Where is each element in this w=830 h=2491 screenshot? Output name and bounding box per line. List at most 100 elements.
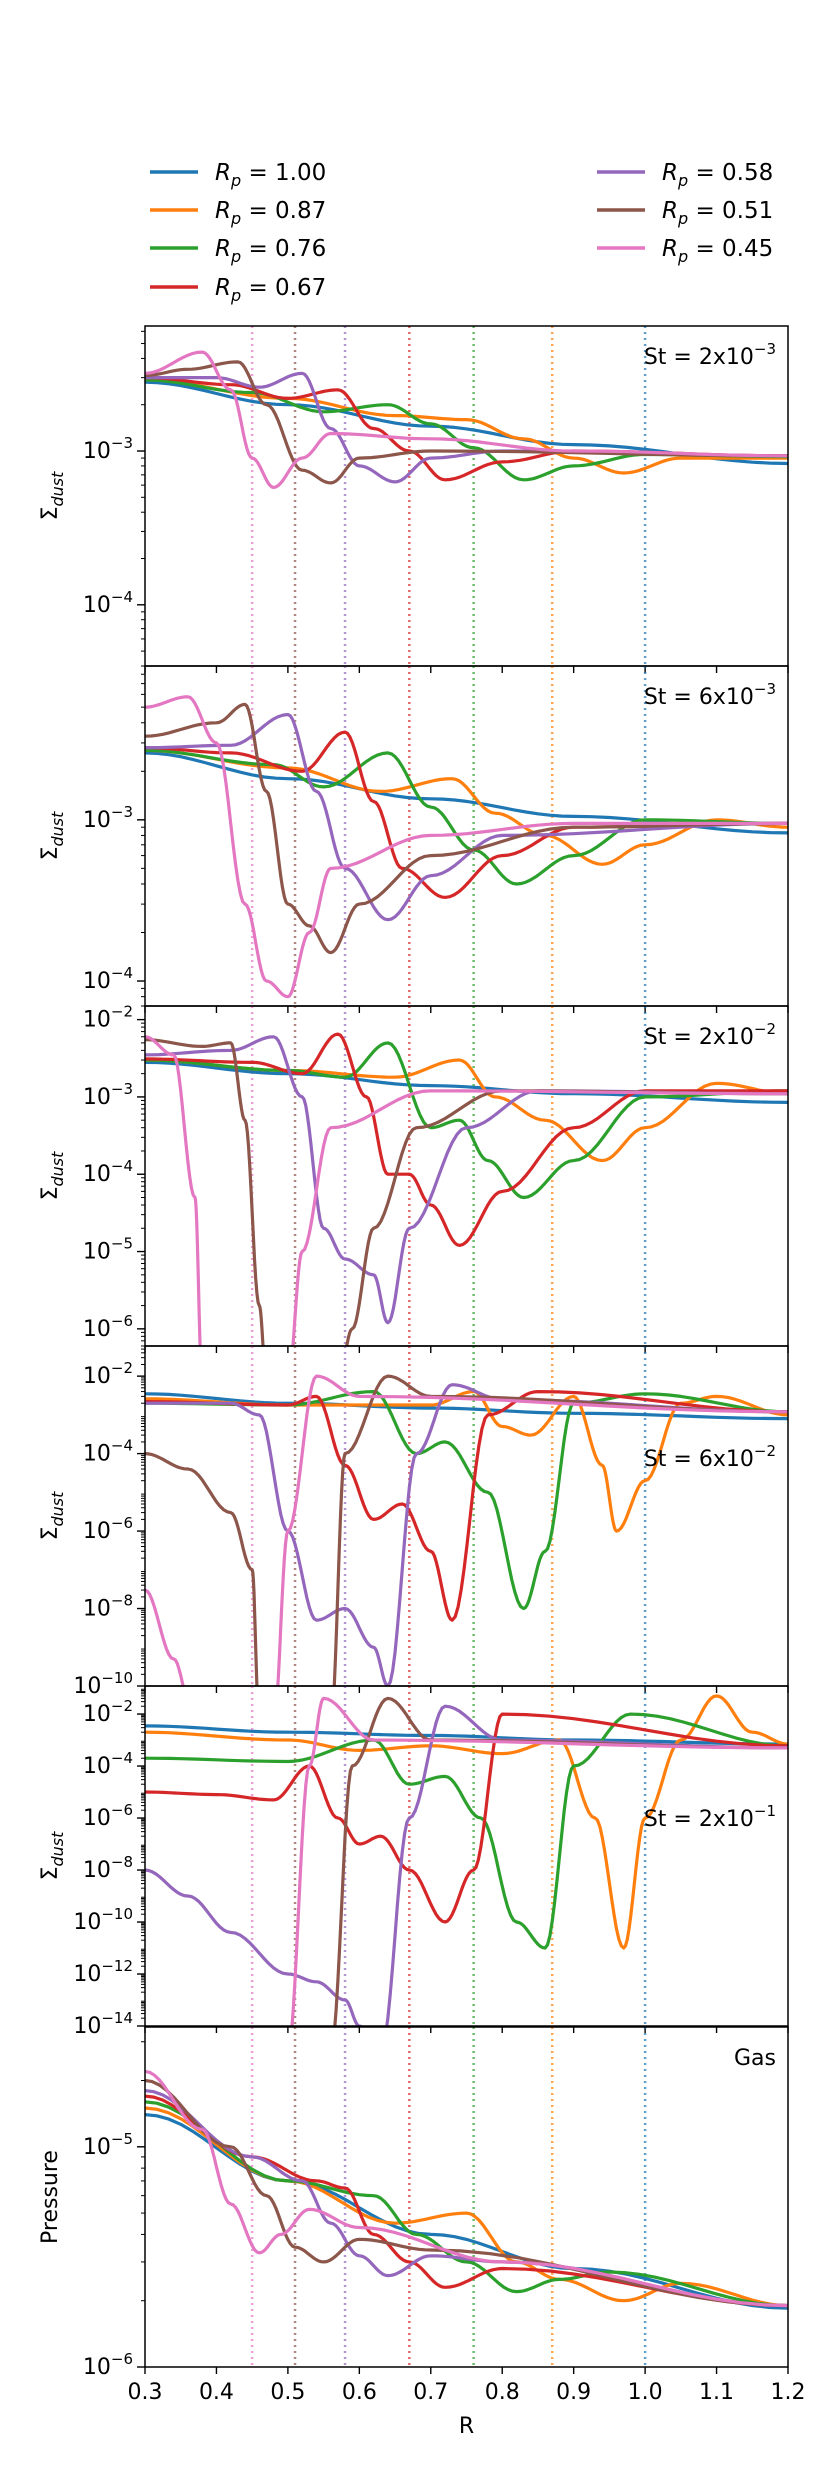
- panel-annotation: St = 2x10−3: [644, 340, 776, 370]
- y-tick-label: 10−2: [83, 1697, 133, 1727]
- series-line: [145, 2089, 788, 2308]
- panel-annotation: St = 2x10−2: [644, 1020, 776, 1050]
- panel: 10−6 10−5 10−4 10−3 10−2 Σdust St = 2x10−2: [38, 1003, 789, 1353]
- y-tick-label: 10−2: [83, 1359, 133, 1389]
- series-line: [290, 1696, 788, 2026]
- panel-annotation: Gas: [734, 2046, 776, 2071]
- y-tick-label: 10−3: [83, 803, 133, 833]
- series-line: [145, 1712, 788, 1924]
- series-line: [145, 748, 788, 866]
- legend-item: Rp = 1.00: [150, 160, 326, 190]
- series-line: [145, 2100, 788, 2308]
- y-axis-label: Σdust: [38, 1491, 67, 1541]
- y-axis-label: Σdust: [38, 1151, 67, 1201]
- y-tick-label: 10−5: [83, 1235, 133, 1265]
- series-line: [145, 1390, 788, 1622]
- legend-item: Rp = 0.76: [150, 236, 326, 266]
- panel-frame: [144, 2026, 789, 2368]
- series-line: [145, 350, 788, 489]
- y-axis-label: Σdust: [38, 811, 67, 861]
- series-line: [145, 2078, 788, 2308]
- panel-frame: [144, 1685, 789, 2027]
- panel-annotation: St = 6x10−2: [644, 1442, 776, 1472]
- y-tick-label: 10−6: [83, 2350, 133, 2380]
- panel-frame: [144, 665, 789, 1007]
- series-line: [145, 1038, 788, 1346]
- series-line: [145, 730, 788, 899]
- series-line: [145, 380, 788, 466]
- series-line: [145, 1712, 788, 1950]
- x-tick-label: 0.4: [199, 2380, 234, 2405]
- legend-label: Rp = 0.51: [662, 198, 773, 228]
- y-tick-label: 10−6: [83, 1801, 133, 1831]
- legend-label: Rp = 0.67: [215, 275, 326, 305]
- y-tick-label: 10−6: [83, 1514, 133, 1544]
- chart-panels: 10−4 10−3 Σdust St = 2x10−3 10−4 10−3 Σdust St …: [38, 325, 789, 2380]
- y-tick-label: 10−4: [83, 1437, 133, 1467]
- panel-frame: [144, 1005, 789, 1347]
- series-line: [145, 360, 788, 485]
- y-axis-label: Pressure: [38, 2150, 63, 2244]
- legend-label: Rp = 1.00: [215, 160, 326, 190]
- x-tick-label: 0.9: [556, 2380, 591, 2405]
- x-tick-label: 0.3: [128, 2380, 163, 2405]
- x-tick-label: 0.5: [270, 2380, 305, 2405]
- panel: 10−4 10−3 Σdust St = 6x10−3: [38, 665, 789, 1013]
- series-line: [145, 748, 788, 886]
- y-tick-label: 10−10: [73, 1905, 133, 1935]
- series-line: [145, 1390, 788, 1611]
- panel: 10−6 10−5 Pressure Gas: [38, 2026, 789, 2380]
- y-tick-label: 10−8: [83, 1592, 133, 1622]
- x-tick-label: 0.8: [485, 2380, 520, 2405]
- series-line: [145, 1035, 788, 1346]
- series-line: [145, 1035, 788, 1325]
- y-tick-label: 10−4: [83, 1749, 133, 1779]
- y-tick-label: 10−4: [83, 588, 133, 618]
- series-line: [145, 376, 788, 482]
- y-axis-label: Σdust: [38, 1831, 67, 1881]
- series-line: [145, 1374, 788, 1686]
- series-line: [145, 378, 788, 475]
- x-axis-label: R: [459, 2414, 474, 2439]
- panel: 10−14 10−12 10−10 10−8 10−6 10−4 10−2 Σdust St =…: [38, 1685, 789, 2039]
- y-tick-label: 10−3: [83, 434, 133, 464]
- y-tick-label: 10−2: [83, 1003, 133, 1033]
- x-axis: 0.3 0.4 0.5 0.6 0.7 0.8 0.9 1.0 1.1 1.2 R: [128, 2380, 806, 2439]
- series-line: [145, 702, 788, 955]
- series-line: [145, 1704, 788, 2026]
- series-line: [145, 1392, 788, 1421]
- series-line: [145, 1058, 788, 1163]
- series-line: [145, 1724, 788, 1746]
- panel-annotation: St = 6x10−3: [644, 680, 776, 710]
- x-tick-label: 1.2: [771, 2380, 806, 2405]
- y-tick-label: 10−12: [73, 1957, 133, 1987]
- legend-label: Rp = 0.76: [215, 236, 326, 266]
- series-line: [145, 2094, 788, 2308]
- legend-label: Rp = 0.58: [662, 160, 773, 190]
- legend-item: Rp = 0.51: [597, 198, 773, 228]
- y-tick-label: 10−4: [83, 1157, 133, 1187]
- y-tick-label: 10−10: [73, 1669, 133, 1699]
- legend-item: Rp = 0.67: [150, 275, 326, 305]
- series-line: [145, 1694, 788, 1950]
- series-line: [145, 378, 788, 482]
- series-line: [145, 2069, 788, 2308]
- y-tick-label: 10−5: [83, 2130, 133, 2160]
- panel: 10−10 10−8 10−6 10−4 10−2 Σdust St = 6x10−2: [38, 1345, 789, 1699]
- series-line: [145, 371, 788, 484]
- legend-label: Rp = 0.45: [662, 236, 773, 266]
- series-line: [145, 1032, 788, 1247]
- panel: 10−4 10−3 Σdust St = 2x10−3: [38, 325, 789, 673]
- series-line: [145, 2106, 788, 2308]
- series-line: [145, 1383, 788, 1686]
- y-tick-label: 10−6: [83, 1312, 133, 1342]
- series-line: [145, 712, 788, 922]
- y-tick-label: 10−8: [83, 1853, 133, 1883]
- series-line: [145, 1041, 788, 1200]
- series-line: [145, 2113, 788, 2310]
- x-tick-label: 1.0: [628, 2380, 663, 2405]
- x-tick-label: 0.7: [413, 2380, 448, 2405]
- series-line: [145, 695, 788, 999]
- legend-item: Rp = 0.87: [150, 198, 326, 228]
